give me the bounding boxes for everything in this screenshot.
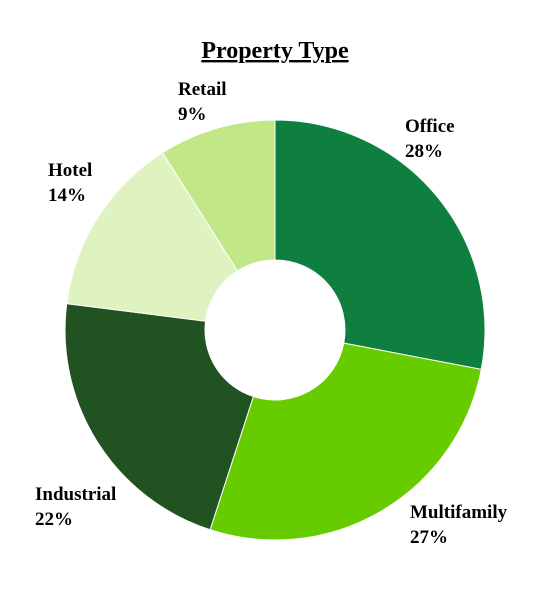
slice-percent: 14% <box>48 185 86 206</box>
slice-label-industrial: Industrial 22% <box>35 484 116 530</box>
slice-name: Retail <box>178 79 227 100</box>
slice-industrial <box>64 303 254 531</box>
slice-office <box>274 119 486 370</box>
slice-name: Multifamily <box>410 502 508 523</box>
slice-group <box>64 119 486 541</box>
slice-hotel <box>66 152 239 322</box>
slice-label-retail: Retail 9% <box>178 79 227 125</box>
chart-title: Property Type <box>201 38 349 64</box>
slice-name: Hotel <box>48 160 92 181</box>
slice-label-hotel: Hotel 14% <box>48 160 92 206</box>
slice-percent: 27% <box>410 527 448 548</box>
slice-percent: 9% <box>178 104 207 125</box>
slice-label-multifamily: Multifamily 27% <box>410 502 508 548</box>
slice-name: Industrial <box>35 484 116 505</box>
slice-percent: 22% <box>35 509 73 530</box>
slice-multifamily <box>209 342 482 541</box>
slice-name: Office <box>405 116 455 137</box>
slice-label-office: Office 28% <box>405 116 455 162</box>
slice-percent: 28% <box>405 141 443 162</box>
label-group: Office 28% Multifamily 27% Industrial 22% Hote… <box>35 79 508 548</box>
slice-retail <box>161 119 276 272</box>
